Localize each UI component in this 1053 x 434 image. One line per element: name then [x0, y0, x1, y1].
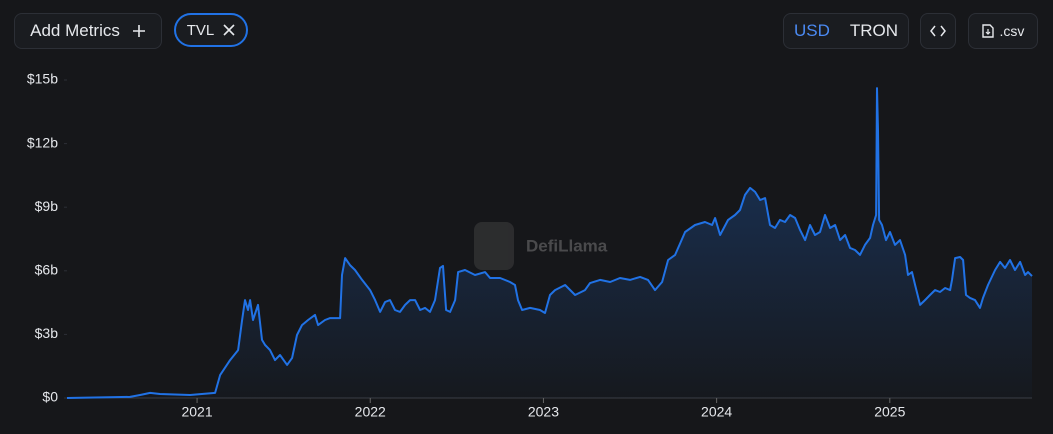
y-tick-label: $9b: [35, 198, 59, 214]
x-tick-label: 2022: [355, 404, 386, 420]
watermark-logo: [474, 222, 514, 270]
tvl-line: [66, 87, 1033, 399]
x-tick-label: 2023: [528, 404, 559, 420]
add-metrics-button[interactable]: Add Metrics: [14, 13, 162, 49]
currency-option[interactable]: USD: [793, 21, 830, 40]
tvl-chip[interactable]: TVL: [174, 13, 248, 47]
file-icon: [981, 24, 994, 38]
watermark-text: DefiLlama: [526, 236, 608, 255]
y-tick-label: $12b: [27, 134, 58, 150]
watermark: DefiLlama: [474, 222, 608, 270]
x-tick-label: 2024: [701, 404, 732, 420]
y-tick-label: $6b: [35, 262, 59, 278]
embed-button[interactable]: [920, 13, 956, 49]
x-tick-label: 2021: [181, 404, 212, 420]
code-icon: [930, 25, 946, 37]
y-tick-label: $15b: [27, 71, 58, 87]
currency-option[interactable]: TRON: [849, 21, 898, 40]
x-tick-label: 2025: [874, 404, 905, 420]
close-icon: [223, 24, 235, 36]
tvl-chip-label: TVL: [186, 21, 215, 39]
csv-label: .csv: [999, 23, 1025, 39]
y-tick-label: $3b: [35, 325, 59, 341]
csv-button[interactable]: .csv: [968, 13, 1038, 49]
y-tick-label: $0: [42, 389, 58, 405]
add-metrics-label: Add Metrics: [30, 21, 120, 40]
plus-icon: [132, 25, 145, 37]
tvl-area: [67, 88, 1032, 398]
currency-toggle: USD TRON: [783, 13, 909, 49]
